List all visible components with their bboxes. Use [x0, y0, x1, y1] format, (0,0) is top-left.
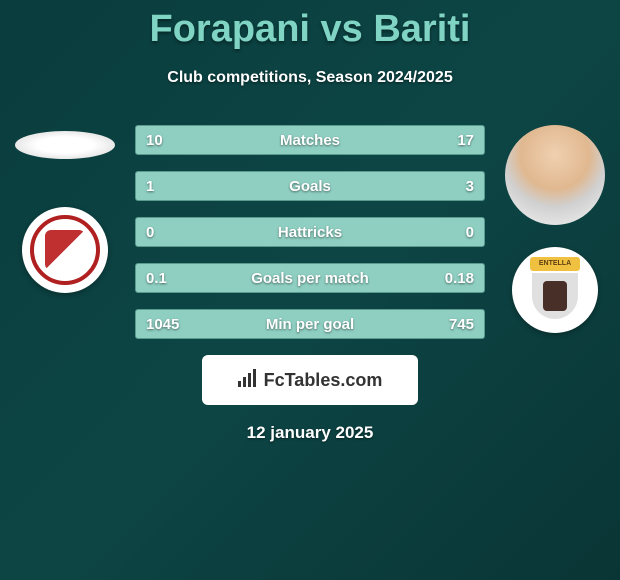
left-player-column	[10, 125, 120, 293]
watermark-text: FcTables.com	[264, 370, 383, 391]
stat-label: Matches	[136, 132, 484, 149]
left-player-avatar	[15, 131, 115, 159]
stat-left-value: 1	[146, 178, 154, 195]
right-player-column: ENTELLA CHIAVARI	[500, 125, 610, 333]
stat-row-goals: 1 Goals 3	[135, 171, 485, 201]
stat-left-value: 0	[146, 224, 154, 241]
stat-right-value: 0.18	[445, 270, 474, 287]
entella-badge-icon: ENTELLA CHIAVARI	[522, 257, 588, 323]
stat-left-value: 10	[146, 132, 163, 149]
chart-icon	[238, 369, 258, 392]
entella-badge-label: ENTELLA CHIAVARI	[530, 257, 580, 271]
stat-right-value: 0	[466, 224, 474, 241]
stat-label: Goals	[136, 178, 484, 195]
stats-table: 10 Matches 17 1 Goals 3 0 Hattricks 0 0.…	[135, 125, 485, 339]
stat-label: Goals per match	[136, 270, 484, 287]
carpi-badge-icon	[30, 215, 100, 285]
stat-right-value: 3	[466, 178, 474, 195]
stat-row-hattricks: 0 Hattricks 0	[135, 217, 485, 247]
left-club-badge	[22, 207, 108, 293]
stat-left-value: 1045	[146, 316, 179, 333]
stat-row-min-per-goal: 1045 Min per goal 745	[135, 309, 485, 339]
comparison-date: 12 january 2025	[0, 423, 620, 443]
stat-left-value: 0.1	[146, 270, 167, 287]
page-subtitle: Club competitions, Season 2024/2025	[0, 69, 620, 87]
stat-right-value: 17	[457, 132, 474, 149]
stat-label: Hattricks	[136, 224, 484, 241]
stat-row-goals-per-match: 0.1 Goals per match 0.18	[135, 263, 485, 293]
right-player-avatar	[505, 125, 605, 225]
stat-right-value: 745	[449, 316, 474, 333]
watermark-badge: FcTables.com	[202, 355, 418, 405]
page-title: Forapani vs Bariti	[0, 0, 620, 51]
stat-label: Min per goal	[136, 316, 484, 333]
comparison-content: ENTELLA CHIAVARI 10 Matches 17 1 Goals 3…	[0, 125, 620, 443]
right-club-badge: ENTELLA CHIAVARI	[512, 247, 598, 333]
stat-row-matches: 10 Matches 17	[135, 125, 485, 155]
